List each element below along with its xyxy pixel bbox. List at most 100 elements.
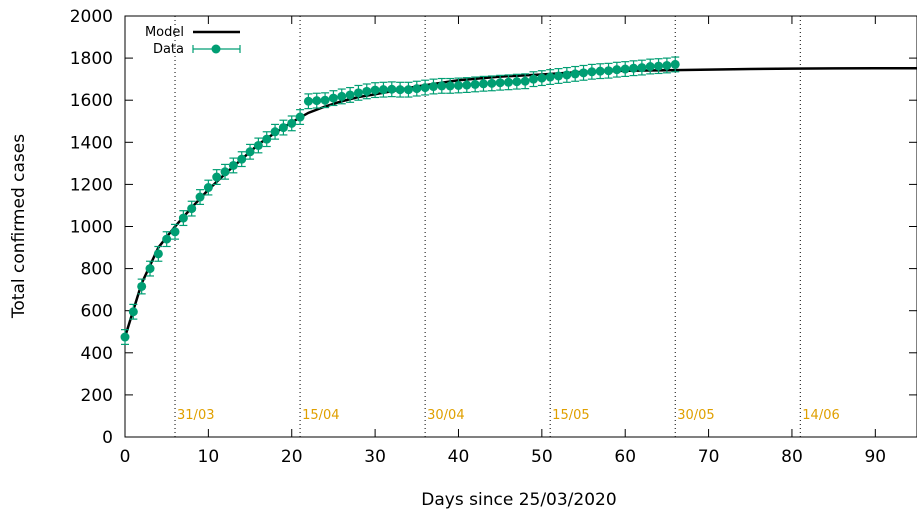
x-axis-title: Days since 25/03/2020 <box>421 490 616 510</box>
data-marker <box>570 69 580 79</box>
data-point <box>370 82 380 99</box>
data-marker <box>353 88 363 98</box>
data-point <box>253 137 263 154</box>
data-point <box>362 83 372 100</box>
data-marker <box>495 78 505 88</box>
y-tick-label: 1400 <box>70 133 113 153</box>
y-axis-title: Total confirmed cases <box>9 134 29 319</box>
data-marker <box>562 70 572 80</box>
data-series <box>120 56 680 345</box>
x-tick-label: 40 <box>448 447 470 467</box>
date-marker-label: 15/05 <box>552 408 589 423</box>
data-marker <box>595 66 605 76</box>
data-marker <box>228 160 238 170</box>
date-marker-label: 31/03 <box>177 408 214 423</box>
data-point <box>487 75 497 92</box>
data-point <box>337 88 347 105</box>
x-tick-label: 20 <box>281 447 303 467</box>
data-point <box>428 78 438 95</box>
data-point <box>187 200 197 217</box>
data-point <box>237 151 247 168</box>
data-point <box>312 92 322 109</box>
legend-label-model: Model <box>145 25 184 40</box>
data-point <box>478 75 488 92</box>
data-marker <box>212 172 222 182</box>
legend: Model Data <box>145 25 241 57</box>
data-point <box>228 157 238 174</box>
data-marker <box>420 83 430 93</box>
data-marker <box>437 81 447 91</box>
data-point <box>637 59 647 76</box>
data-marker <box>520 76 530 86</box>
data-marker <box>637 63 647 73</box>
data-point <box>529 71 539 88</box>
data-point <box>503 74 513 91</box>
data-point <box>412 80 422 97</box>
data-point <box>537 70 547 87</box>
axes: 0 10 20 30 40 50 60 70 80 90 0 200 400 600 800 1000 1200… <box>70 7 917 467</box>
data-point <box>328 90 338 107</box>
data-point <box>545 69 555 86</box>
y-tick-label: 1200 <box>70 175 113 195</box>
y-tick-label: 600 <box>81 302 113 322</box>
data-marker <box>462 80 472 90</box>
data-marker <box>128 307 138 317</box>
data-marker <box>303 96 313 106</box>
data-marker <box>245 147 255 157</box>
data-point <box>437 77 447 94</box>
data-point <box>670 56 680 73</box>
x-tick-label: 80 <box>781 447 803 467</box>
data-point <box>195 189 205 205</box>
data-marker <box>445 81 455 91</box>
date-marker-label: 30/05 <box>677 408 714 423</box>
data-marker <box>162 234 172 244</box>
data-marker <box>378 85 388 95</box>
data-point <box>345 86 355 103</box>
data-marker <box>312 96 322 106</box>
data-point <box>645 58 655 75</box>
x-tick-label: 60 <box>614 447 636 467</box>
data-point <box>278 119 288 136</box>
data-point <box>220 163 230 180</box>
data-point <box>562 66 572 83</box>
data-point <box>153 245 163 262</box>
data-marker <box>620 64 630 74</box>
data-marker <box>187 204 197 214</box>
data-marker <box>153 249 163 259</box>
data-marker <box>253 140 263 150</box>
data-marker <box>337 91 347 101</box>
data-point <box>353 84 363 101</box>
data-point <box>495 74 505 91</box>
data-marker <box>478 79 488 89</box>
data-point <box>403 81 413 98</box>
y-tick-label: 1000 <box>70 218 113 238</box>
data-point <box>462 77 472 94</box>
data-marker <box>345 90 355 100</box>
x-tick-label: 90 <box>864 447 886 467</box>
data-point <box>387 81 397 98</box>
data-marker <box>503 77 513 87</box>
data-marker <box>512 77 522 87</box>
data-point <box>287 115 297 132</box>
data-point <box>587 63 597 80</box>
data-point <box>470 76 480 93</box>
data-point <box>120 329 130 345</box>
axis-titles: Days since 25/03/2020 Total confirmed ca… <box>9 134 617 510</box>
data-point <box>579 64 589 81</box>
data-point <box>395 81 405 98</box>
y-tick-label: 800 <box>81 260 113 280</box>
data-marker <box>203 183 213 193</box>
data-marker <box>403 85 413 95</box>
date-marker-label: 15/04 <box>302 408 339 423</box>
data-point <box>453 77 463 94</box>
data-point <box>295 109 305 126</box>
y-tick-label: 0 <box>102 428 113 448</box>
data-marker <box>328 93 338 103</box>
plot-border <box>124 15 917 438</box>
data-point <box>270 123 280 140</box>
data-point <box>320 92 330 109</box>
data-marker <box>295 112 305 122</box>
data-marker <box>170 227 180 237</box>
date-marker-label: 30/04 <box>427 408 464 423</box>
